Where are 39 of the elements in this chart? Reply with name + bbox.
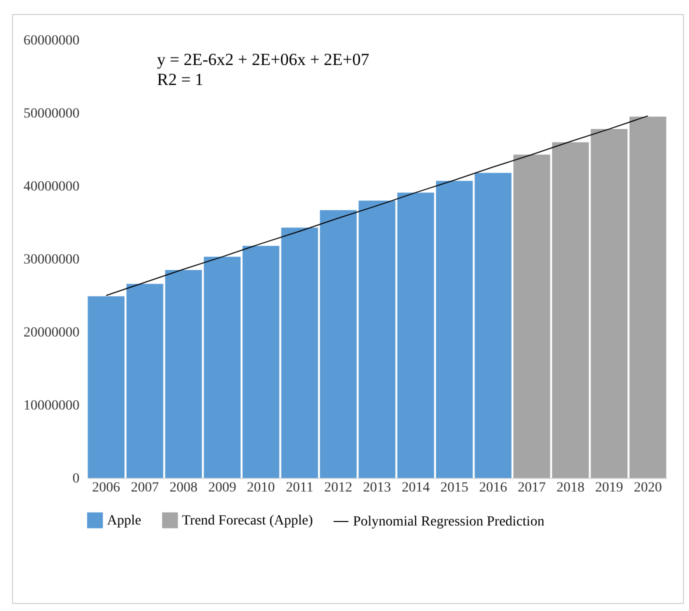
- legend-label: Apple: [107, 513, 142, 528]
- legend-label: Polynomial Regression Prediction: [353, 514, 544, 530]
- x-tick-label: 2006: [92, 480, 120, 496]
- line-series: [106, 115, 648, 296]
- bar: [320, 210, 357, 478]
- x-tick-label: 2017: [518, 480, 546, 496]
- x-tick-label: 2018: [556, 480, 584, 496]
- x-tick-label: 2019: [595, 480, 624, 496]
- y-tick-label: 60000000: [24, 34, 80, 48]
- bar: [397, 192, 434, 478]
- x-tick-label: 2020: [634, 480, 662, 496]
- x-tick-label: 2011: [286, 480, 314, 496]
- y-tick-label: 20000000: [24, 326, 80, 340]
- bar: [629, 116, 666, 478]
- x-tick-label: 2014: [402, 480, 430, 496]
- annotation: R2 = 1: [157, 70, 204, 89]
- bar: [204, 256, 241, 478]
- x-tick-label: 2007: [130, 480, 159, 496]
- y-tick-label: 0: [72, 472, 80, 486]
- x-tick-label: 2010: [246, 480, 275, 496]
- bar: [552, 142, 589, 478]
- x-tick-label: 2008: [170, 480, 198, 496]
- bar: [513, 154, 550, 478]
- y-tick-label: 30000000: [24, 252, 80, 268]
- bar: [126, 284, 164, 478]
- y-tick-label: 40000000: [24, 180, 80, 194]
- bar: [358, 200, 396, 478]
- x-tick-label: 2015: [440, 480, 468, 496]
- x-tick-label: 2012: [324, 480, 352, 496]
- x-tick-label: 2013: [363, 480, 391, 496]
- bar: [165, 270, 202, 478]
- bar: [88, 296, 125, 478]
- annotation: y = 2E-6x2 + 2E+06x + 2E+07: [157, 50, 370, 69]
- x-tick-label: 2016: [479, 480, 508, 496]
- y-tick-label: 10000000: [24, 398, 80, 414]
- x-tick-label: 2009: [208, 480, 236, 496]
- bar: [590, 129, 628, 478]
- legend-label: Trend Forecast (Apple): [182, 513, 314, 528]
- y-tick-label: 50000000: [24, 106, 80, 122]
